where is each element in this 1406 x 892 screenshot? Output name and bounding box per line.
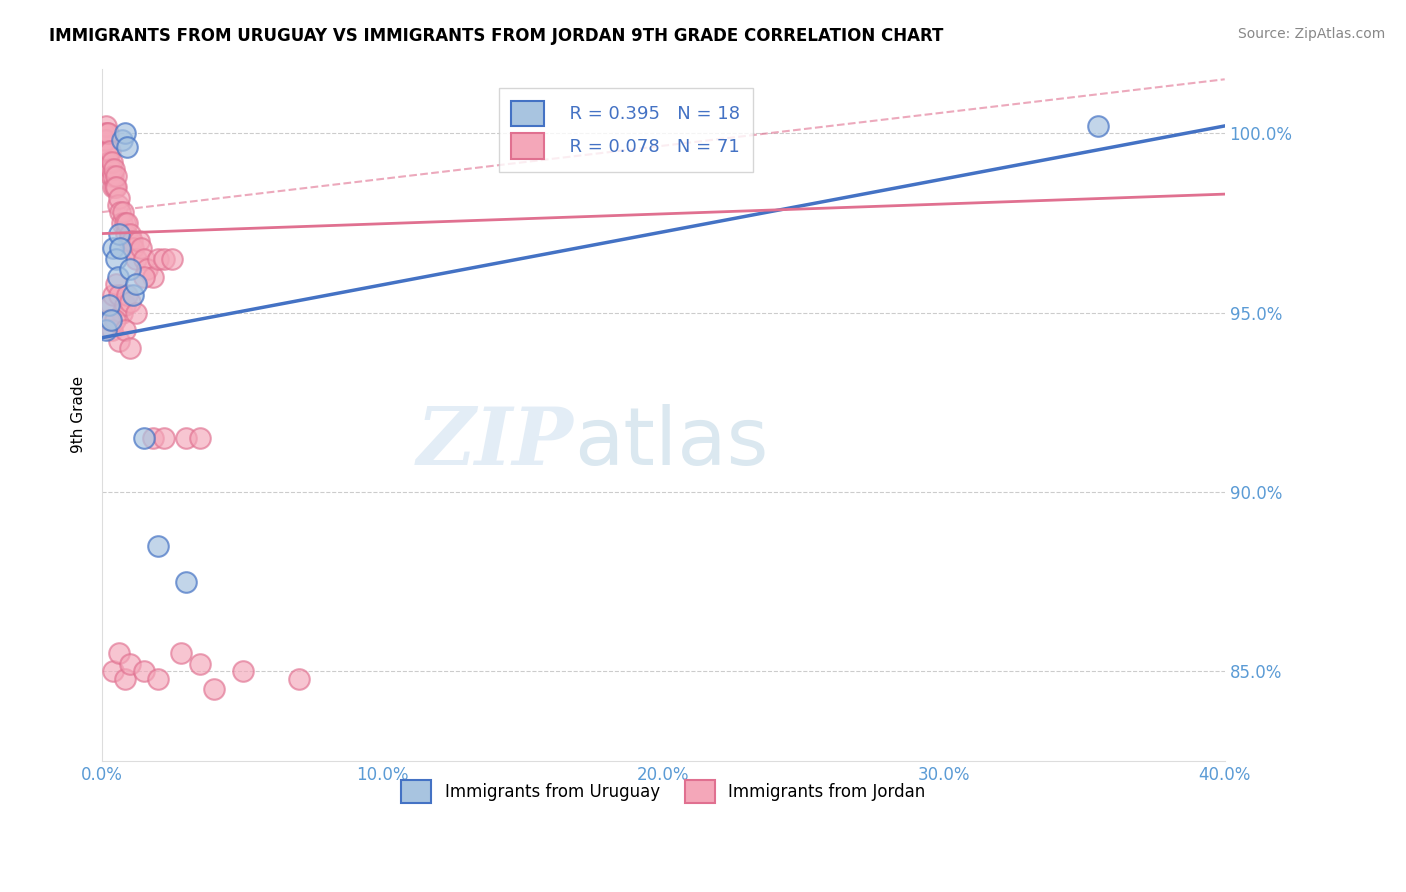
Point [98,154,121,169]
Point [120,262,142,277]
Text: atlas: atlas [574,403,768,482]
Point [93,126,115,140]
Point [1087,119,1109,133]
Point [94,119,117,133]
Point [98,312,121,326]
Point [148,252,170,266]
Point [104,169,127,184]
Point [142,269,165,284]
Point [117,140,139,154]
Point [114,126,136,140]
Point [153,431,176,445]
Point [231,665,253,679]
Point [108,334,131,349]
Point [125,252,148,266]
Point [117,287,139,301]
Text: Source: ZipAtlas.com: Source: ZipAtlas.com [1237,27,1385,41]
Point [204,682,226,697]
Point [131,241,153,255]
Point [117,216,139,230]
Point [111,216,134,230]
Point [162,252,184,266]
Point [100,312,122,326]
Point [105,277,128,291]
Point [134,252,156,266]
Point [103,287,125,301]
Point [120,227,142,241]
Point [134,269,156,284]
Point [148,672,170,686]
Point [114,323,136,337]
Y-axis label: 9th Grade: 9th Grade [72,376,86,453]
Point [176,431,198,445]
Point [108,227,131,241]
Point [110,241,132,255]
Point [103,161,125,176]
Point [97,144,120,158]
Point [121,234,143,248]
Point [103,169,125,184]
Point [122,241,145,255]
Point [105,180,128,194]
Point [287,672,309,686]
Point [142,431,165,445]
Point [111,133,134,147]
Point [103,241,125,255]
Point [96,126,118,140]
Point [176,574,198,589]
Point [108,287,131,301]
Point [96,323,118,337]
Point [111,305,134,319]
Point [148,539,170,553]
Point [114,672,136,686]
Point [100,161,122,176]
Point [125,277,148,291]
Point [107,198,129,212]
Point [122,287,145,301]
Point [101,323,124,337]
Point [108,647,131,661]
Point [120,342,142,356]
Point [134,431,156,445]
Point [104,312,127,326]
Legend: Immigrants from Uruguay, Immigrants from Jordan: Immigrants from Uruguay, Immigrants from… [389,768,938,815]
Point [115,227,138,241]
Point [105,252,128,266]
Point [96,133,118,147]
Point [128,234,150,248]
Point [125,305,148,319]
Point [136,262,159,277]
Point [100,169,122,184]
Point [93,133,115,147]
Point [108,191,131,205]
Point [118,234,141,248]
Point [107,269,129,284]
Point [170,647,193,661]
Point [114,216,136,230]
Point [120,294,142,309]
Point [190,431,212,445]
Text: IMMIGRANTS FROM URUGUAY VS IMMIGRANTS FROM JORDAN 9TH GRADE CORRELATION CHART: IMMIGRANTS FROM URUGUAY VS IMMIGRANTS FR… [49,27,943,45]
Point [100,298,122,312]
Point [103,665,125,679]
Point [94,144,117,158]
Point [190,657,212,672]
Text: ZIP: ZIP [416,404,574,482]
Point [153,252,176,266]
Point [101,154,124,169]
Point [101,180,124,194]
Point [98,298,121,312]
Point [97,126,120,140]
Point [98,144,121,158]
Point [120,657,142,672]
Point [134,665,156,679]
Point [104,180,127,194]
Point [114,298,136,312]
Point [110,205,132,219]
Point [112,205,135,219]
